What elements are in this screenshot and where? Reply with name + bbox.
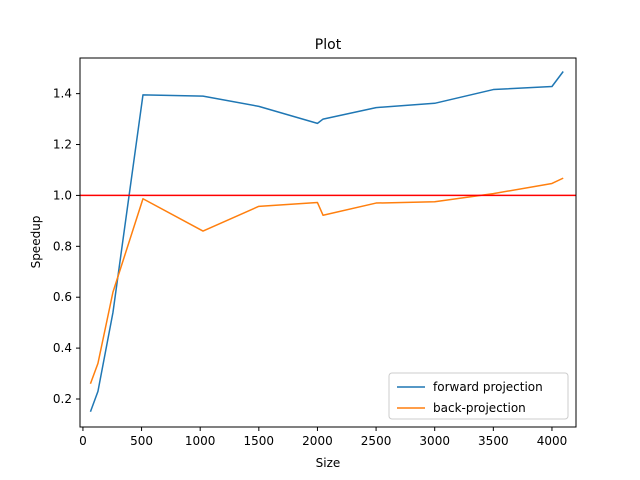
chart-title: Plot [315, 37, 342, 53]
x-axis-label: Size [316, 456, 341, 470]
series-line-forward-projection [89, 71, 564, 412]
y-tick-label: 0.6 [53, 290, 72, 304]
legend-label: forward projection [433, 380, 543, 394]
legend-box [388, 372, 569, 420]
x-tick-label: 0 [79, 434, 87, 448]
y-axis-label: Speedup [29, 216, 43, 269]
x-tick-label: 4000 [537, 434, 568, 448]
y-tick-label: 0.4 [53, 341, 72, 355]
x-tick-label: 1500 [244, 434, 275, 448]
y-tick-label: 1.2 [53, 138, 72, 152]
series-line-back-projection [89, 177, 564, 384]
legend-label: back-projection [433, 401, 526, 415]
y-tick-label: 1.0 [53, 188, 72, 202]
x-tick-label: 500 [130, 434, 153, 448]
y-tick-label: 1.4 [53, 87, 72, 101]
x-tick-label: 1000 [185, 434, 216, 448]
plot-area [80, 71, 576, 412]
x-tick-label: 3000 [419, 434, 450, 448]
legend: forward projection back-projection [388, 372, 569, 420]
x-axis: 0 500 1000 1500 2000 2500 3000 3500 4000 [79, 427, 567, 448]
y-tick-label: 0.8 [53, 239, 72, 253]
x-tick-label: 2500 [361, 434, 392, 448]
x-tick-label: 3500 [478, 434, 509, 448]
axes-frame [79, 57, 577, 428]
x-tick-label: 2000 [302, 434, 333, 448]
y-tick-label: 0.2 [53, 392, 72, 406]
y-axis: 0.2 0.4 0.6 0.8 1.0 1.2 1.4 [53, 87, 80, 406]
